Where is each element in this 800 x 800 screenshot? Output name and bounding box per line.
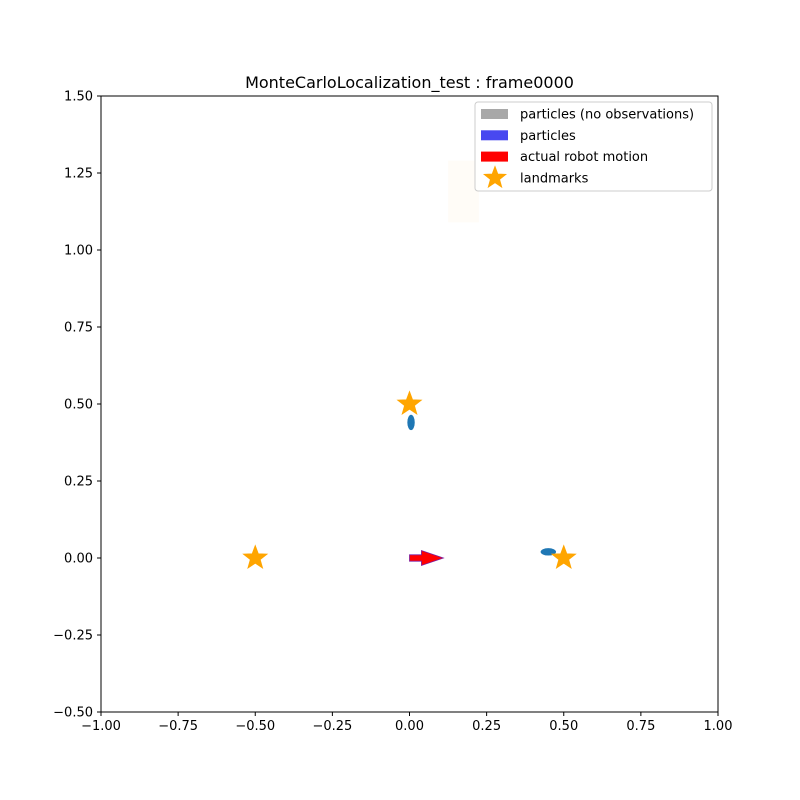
- legend-box: [474, 101, 713, 192]
- particle-cluster-1: [407, 414, 415, 431]
- y-tick-label: 0.75: [64, 321, 93, 336]
- legend-label: landmarks: [520, 171, 589, 186]
- y-tick-label: 0.50: [64, 398, 93, 413]
- y-tick-label: −0.25: [53, 629, 93, 644]
- chart-title: MonteCarloLocalization_test : frame0000: [245, 73, 574, 93]
- x-tick-label: 0.00: [395, 719, 424, 734]
- x-tick-label: −0.50: [235, 719, 275, 734]
- x-tick-label: −0.25: [312, 719, 352, 734]
- x-tick-label: 0.75: [626, 719, 655, 734]
- particle-cluster-2: [540, 548, 557, 556]
- legend: particles (no observations) particles actu…: [474, 101, 713, 192]
- legend-swatch: [481, 151, 508, 162]
- x-axis: −1.00 −0.75 −0.50 −0.25 0.00 0.25 0.50 0.75 1.00: [81, 712, 732, 734]
- landmark-star-1: [242, 544, 269, 570]
- legend-landmark-marker: [482, 165, 508, 189]
- faint-particle-region: [448, 160, 479, 223]
- y-tick-label: 1.50: [64, 90, 93, 105]
- legend-label: particles: [520, 129, 576, 144]
- y-tick-label: 0.25: [64, 475, 93, 490]
- landmark-star-3: [550, 544, 577, 570]
- x-tick-label: −0.75: [158, 719, 198, 734]
- y-tick-label: 1.00: [64, 244, 93, 259]
- robot-motion-arrow: [409, 549, 445, 567]
- y-tick-label: −0.50: [53, 706, 93, 721]
- legend-label: particles (no observations): [520, 108, 694, 123]
- x-tick-label: 0.50: [549, 719, 578, 734]
- landmark-star-2: [396, 390, 423, 416]
- y-tick-label: 1.25: [64, 167, 93, 182]
- legend-swatch: [481, 130, 508, 141]
- x-tick-label: 1.00: [704, 719, 733, 734]
- legend-swatch: [481, 109, 508, 119]
- x-tick-label: −1.00: [81, 719, 121, 734]
- y-tick-label: 0.00: [64, 552, 93, 567]
- y-axis: −0.50 −0.25 0.00 0.25 0.50 0.75 1.00 1.25 1.50: [53, 90, 101, 721]
- plot-content: [242, 160, 577, 570]
- x-tick-label: 0.25: [472, 719, 501, 734]
- legend-label: actual robot motion: [520, 150, 648, 165]
